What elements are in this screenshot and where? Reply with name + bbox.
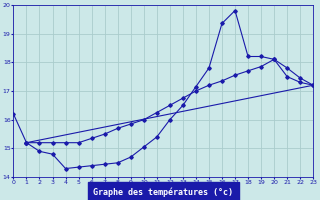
X-axis label: Graphe des températures (°c): Graphe des températures (°c) — [93, 188, 233, 197]
